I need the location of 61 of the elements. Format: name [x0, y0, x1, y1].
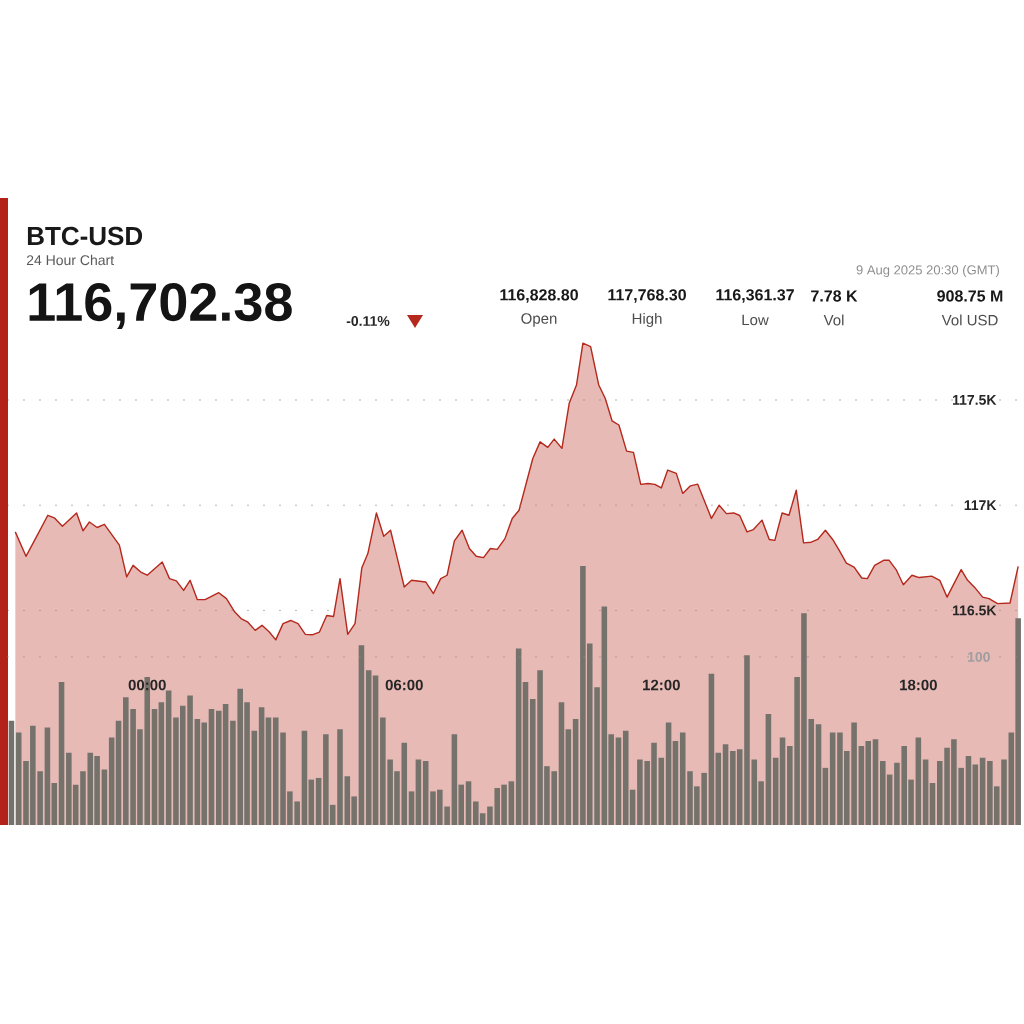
bar — [158, 702, 165, 825]
annotation: 9 Aug 2025 20:30 (GMT) — [856, 264, 999, 278]
bar — [658, 757, 665, 825]
bar — [301, 730, 308, 825]
y-tick-label: 116.5K — [952, 605, 997, 616]
annotation: 116,702.38 — [29, 282, 292, 330]
y2-tick-label: 100 — [968, 651, 990, 662]
annotation: 116,828.80 — [500, 289, 578, 303]
bar — [972, 764, 979, 825]
bar — [708, 673, 715, 825]
bar — [672, 740, 679, 825]
bar — [251, 730, 258, 825]
annotation: High — [632, 313, 662, 327]
bar — [415, 759, 422, 825]
bar — [572, 719, 579, 825]
text: BTC-USD — [27, 226, 143, 246]
bar — [208, 709, 215, 825]
bar — [508, 781, 515, 825]
bar — [522, 682, 529, 825]
bar — [722, 744, 729, 825]
annotation: Vol USD — [941, 314, 998, 326]
bar — [8, 720, 15, 825]
y-tick-label: 117.5K — [952, 395, 997, 405]
x-tick-label: 06:00 — [385, 679, 423, 691]
bar — [422, 761, 429, 825]
bar — [372, 675, 379, 825]
x-tick-label: 18:00 — [900, 679, 937, 691]
bar — [558, 702, 565, 825]
bar — [515, 648, 522, 825]
bar — [965, 756, 972, 825]
bar — [365, 670, 372, 825]
bar — [265, 717, 272, 825]
bar — [58, 682, 65, 825]
annotation: 116,361.37 — [716, 289, 794, 303]
annotation: 908.75 M — [937, 290, 1003, 302]
bar — [765, 714, 772, 825]
annotation: -0.11% — [346, 316, 390, 326]
x-tick-label: 12:00 — [643, 679, 680, 691]
bar — [358, 645, 365, 825]
bar — [151, 709, 158, 825]
bar — [715, 752, 722, 825]
text: 24 Hour Chart — [26, 254, 115, 266]
bar — [822, 767, 829, 825]
annotation: 117,768.30 — [608, 289, 686, 303]
bar — [115, 720, 122, 825]
annotation: Low — [742, 314, 769, 326]
bar — [258, 707, 265, 825]
annotation: Open — [521, 313, 557, 327]
bar — [408, 791, 415, 825]
bar — [665, 722, 672, 825]
bar — [815, 724, 822, 825]
annotation: Vol — [823, 314, 844, 326]
bar — [315, 777, 322, 825]
bar — [872, 739, 879, 825]
bar — [929, 782, 936, 825]
annotation: 7.78 K — [811, 290, 858, 302]
bar — [565, 729, 572, 825]
y-tick-label: 117K — [964, 500, 997, 510]
bar — [922, 759, 929, 825]
bar — [979, 757, 986, 825]
bar — [465, 781, 472, 825]
